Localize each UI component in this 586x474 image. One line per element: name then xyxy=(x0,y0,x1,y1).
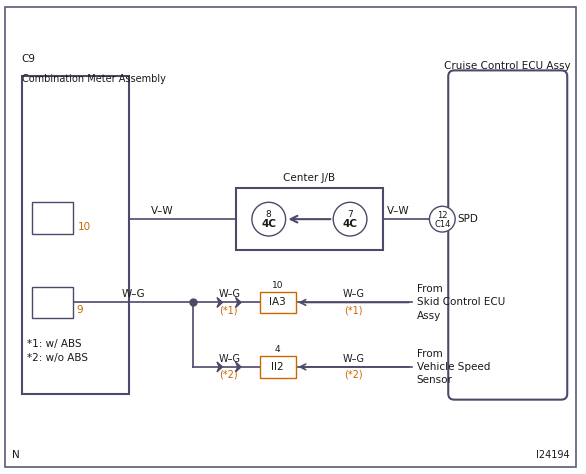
FancyBboxPatch shape xyxy=(448,71,567,400)
Text: C14: C14 xyxy=(434,219,451,228)
Circle shape xyxy=(252,202,285,236)
Text: From
Vehicle Speed
Sensor: From Vehicle Speed Sensor xyxy=(417,349,490,385)
Text: *1: w/ ABS: *1: w/ ABS xyxy=(27,339,81,349)
Text: W–G: W–G xyxy=(343,290,364,300)
Text: *2: w/o ABS: *2: w/o ABS xyxy=(27,353,88,363)
Polygon shape xyxy=(236,362,241,372)
Bar xyxy=(260,356,295,378)
Bar xyxy=(260,292,295,313)
Text: C9: C9 xyxy=(22,55,36,64)
Text: 10: 10 xyxy=(272,281,284,290)
Polygon shape xyxy=(217,298,223,308)
Polygon shape xyxy=(236,298,241,308)
Text: Cruise Control ECU Assy: Cruise Control ECU Assy xyxy=(444,62,571,72)
Text: (*1): (*1) xyxy=(219,305,237,315)
Text: SPD: SPD xyxy=(457,214,478,224)
Text: 4C: 4C xyxy=(343,219,357,229)
Text: 4C: 4C xyxy=(261,219,276,229)
Text: II2: II2 xyxy=(271,362,284,372)
Text: W–G: W–G xyxy=(219,290,241,300)
Text: N: N xyxy=(12,450,20,460)
Text: W–G: W–G xyxy=(343,354,364,364)
Polygon shape xyxy=(217,362,223,372)
Circle shape xyxy=(430,206,455,232)
Bar xyxy=(22,76,129,394)
Text: (*2): (*2) xyxy=(344,370,363,380)
Bar xyxy=(32,287,73,319)
Text: Center J/B: Center J/B xyxy=(284,173,335,183)
Bar xyxy=(32,202,73,234)
Text: (*2): (*2) xyxy=(219,370,237,380)
Text: 10: 10 xyxy=(77,222,90,232)
Text: I24194: I24194 xyxy=(536,450,569,460)
Text: W–G: W–G xyxy=(121,290,145,300)
Text: 12: 12 xyxy=(437,210,448,219)
Text: (*1): (*1) xyxy=(345,305,363,315)
Text: 8: 8 xyxy=(266,210,272,219)
Text: 7: 7 xyxy=(347,210,353,219)
Text: W–G: W–G xyxy=(219,354,241,364)
Bar xyxy=(236,188,383,250)
Text: V–W: V–W xyxy=(151,206,174,216)
Text: 4: 4 xyxy=(275,345,281,354)
Text: Combination Meter Assembly: Combination Meter Assembly xyxy=(22,74,166,84)
Text: IA3: IA3 xyxy=(270,298,286,308)
Circle shape xyxy=(333,202,367,236)
Text: 9: 9 xyxy=(76,305,83,315)
Text: From
Skid Control ECU
Assy: From Skid Control ECU Assy xyxy=(417,284,505,320)
Text: V–W: V–W xyxy=(387,206,410,216)
